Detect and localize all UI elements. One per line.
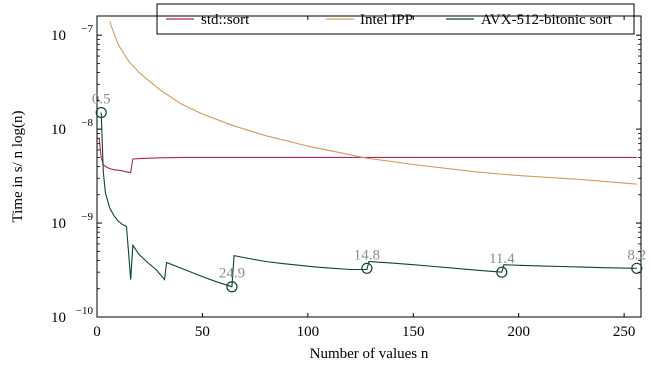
plot-area: [96, 15, 642, 318]
y-tick-exponent-3: −7: [81, 23, 93, 35]
y-axis-label: Time in s/ n log(n): [10, 111, 26, 223]
annotation-marker-2: [361, 262, 373, 274]
annotation-label-4: 8.2: [627, 247, 646, 263]
series-line-1: [109, 21, 637, 185]
annotation-marker-1: [226, 281, 238, 293]
legend-label-2: AVX-512-bitonic sort: [481, 12, 613, 28]
legend-label-1: Intel IPP: [360, 12, 413, 28]
x-tick-label-2: 100: [297, 324, 320, 340]
legend-label-0: std::sort: [201, 12, 250, 28]
y-tick-label-3: 10: [51, 28, 66, 44]
y-tick-base-0: 10: [51, 310, 66, 326]
y-tick-label-1: 10: [51, 216, 66, 232]
plot-frame: [96, 15, 642, 318]
annotation-marker-4: [631, 262, 643, 274]
legend: std::sort Intel IPP AVX-512-bitonic sort: [156, 3, 635, 35]
annotation-label-3: 11.4: [489, 251, 515, 267]
y-tick-base-2: 10: [51, 122, 66, 138]
x-axis-label: Number of values n: [310, 346, 429, 362]
annotation-label-1: 24.9: [219, 266, 245, 282]
annotation-label-2: 14.8: [354, 247, 380, 263]
x-tick-label-1: 50: [195, 324, 210, 340]
annotation-label-0: 0.5: [92, 92, 111, 108]
y-tick-base-1: 10: [51, 216, 66, 232]
annotation-marker-3: [496, 266, 508, 278]
x-tick-label-5: 250: [613, 324, 636, 340]
x-tick-label-0: 0: [93, 324, 101, 340]
y-tick-exponent-1: −9: [81, 211, 93, 223]
x-tick-label-3: 150: [402, 324, 425, 340]
x-tick-label-4: 200: [507, 324, 530, 340]
annotation-layer: 0.5 24.9 14.8 11.4 8.2: [92, 92, 646, 293]
series-layer: [98, 21, 637, 288]
y-tick-base-3: 10: [51, 28, 66, 44]
ticks-layer: 0 50 100 150 200 250 10 −10 10 −9 10 −8 10 −7: [51, 16, 641, 340]
y-tick-label-2: 10: [51, 122, 66, 138]
y-tick-exponent-0: −10: [76, 305, 94, 317]
legend-box: [156, 3, 635, 35]
annotation-marker-0: [95, 106, 107, 119]
y-tick-exponent-2: −8: [81, 117, 93, 129]
y-tick-label-0: 10: [51, 310, 66, 326]
series-line-0: [98, 138, 637, 174]
series-line-2: [100, 112, 637, 288]
